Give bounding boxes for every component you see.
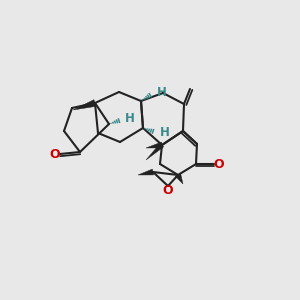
Text: O: O: [50, 148, 60, 160]
Text: H: H: [157, 85, 167, 98]
Text: O: O: [214, 158, 224, 170]
Text: H: H: [125, 112, 135, 125]
Polygon shape: [138, 169, 154, 175]
Polygon shape: [73, 100, 96, 110]
Polygon shape: [176, 173, 183, 184]
Polygon shape: [146, 142, 163, 148]
Polygon shape: [146, 143, 164, 160]
Text: O: O: [163, 184, 173, 196]
Text: H: H: [160, 125, 170, 139]
